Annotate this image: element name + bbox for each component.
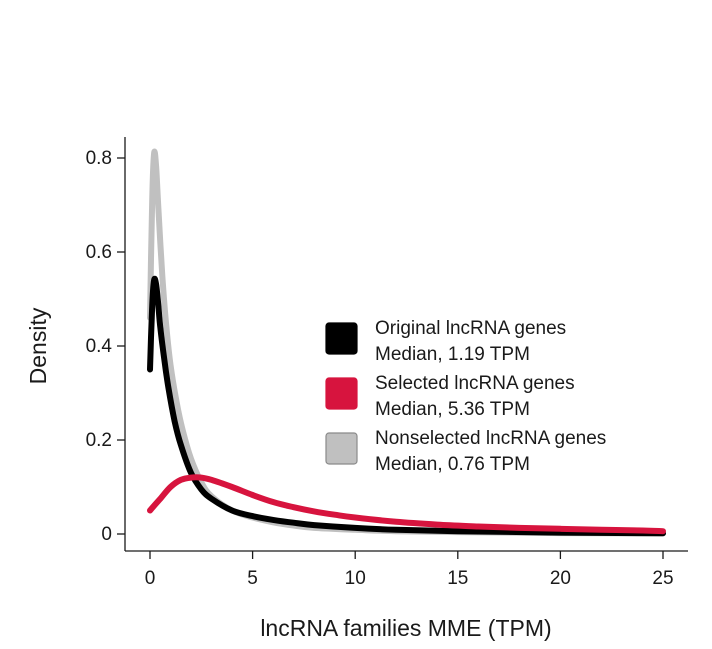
y-tick-label: 0.4 — [86, 336, 113, 357]
legend-median: Median, 5.36 TPM — [375, 399, 530, 420]
legend-swatch — [325, 432, 358, 465]
x-tick-label: 0 — [145, 568, 156, 589]
legend-median: Median, 0.76 TPM — [375, 454, 530, 475]
series-line-nonselected-lncrna-genes — [147, 148, 666, 537]
y-tick-label: 0.2 — [86, 430, 112, 451]
series-line-original-lncrna-genes — [147, 275, 666, 537]
legend-label: Selected lncRNA genes — [375, 373, 575, 394]
legend-swatch — [325, 322, 358, 355]
series-line-selected-lncrna-genes — [147, 474, 666, 535]
y-tick-label: 0.8 — [86, 148, 112, 169]
legend-label: Nonselected lncRNA genes — [375, 428, 606, 449]
legend-median: Median, 1.19 TPM — [375, 344, 530, 365]
x-axis-title: lncRNA families MME (TPM) — [260, 615, 551, 641]
x-tick-label: 20 — [550, 568, 571, 589]
x-tick-label: 10 — [345, 568, 366, 589]
legend-swatch — [325, 377, 358, 410]
legend-label: Original lncRNA genes — [375, 318, 566, 339]
y-axis-title: Density — [25, 307, 51, 384]
x-tick-label: 5 — [247, 568, 258, 589]
axes: 0 0.2 0.4 0.6 0.8 0 5 10 15 20 25 — [86, 137, 688, 589]
x-tick-label: 25 — [652, 568, 673, 589]
y-tick-label: 0 — [101, 524, 112, 545]
series-lines — [147, 148, 666, 537]
y-tick-label: 0.6 — [86, 242, 112, 263]
legend: Original lncRNA genes Median, 1.19 TPM Sel… — [325, 318, 606, 475]
x-tick-label: 15 — [447, 568, 468, 589]
